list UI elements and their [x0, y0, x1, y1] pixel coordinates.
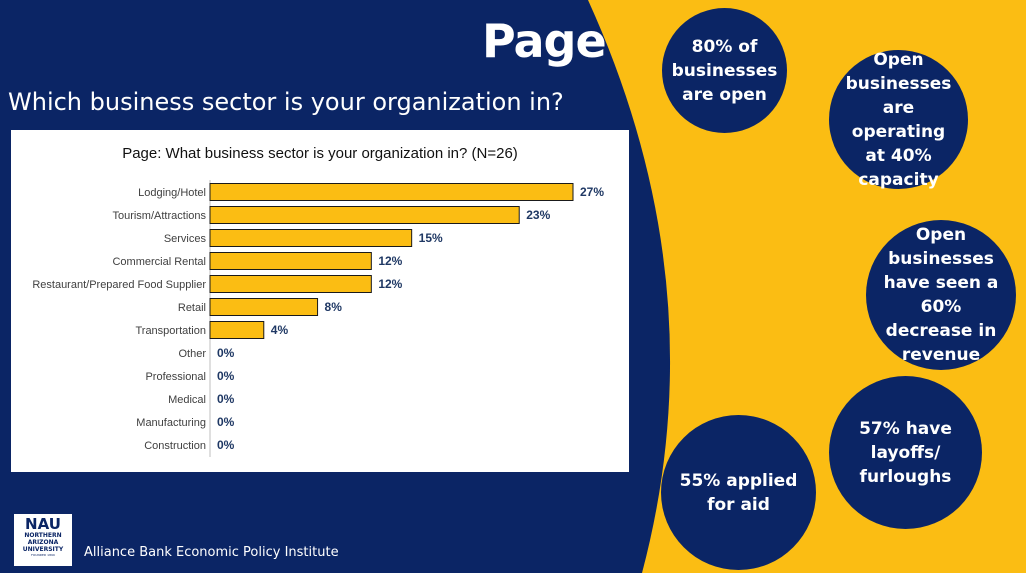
stat-circle-open: 80% of businesses are open	[662, 8, 787, 133]
data-label: 0%	[217, 415, 235, 429]
logo-line: NORTHERN	[24, 532, 62, 539]
category-label: Commercial Rental	[112, 256, 206, 268]
data-label: 0%	[217, 392, 235, 406]
stat-circle-capacity: Open businesses are operating at 40% cap…	[829, 49, 968, 190]
category-label: Lodging/Hotel	[138, 187, 206, 199]
category-label: Tourism/Attractions	[112, 210, 206, 222]
logo-line: UNIVERSITY	[22, 546, 64, 553]
category-label: Services	[164, 233, 207, 245]
data-label: 23%	[526, 208, 550, 222]
logo-line: FOUNDED 1899	[31, 553, 55, 557]
data-label: 0%	[217, 369, 235, 383]
bar	[209, 298, 319, 316]
category-label: Construction	[144, 440, 206, 452]
data-label: 12%	[378, 277, 402, 291]
data-label: 27%	[580, 185, 604, 199]
data-label: 12%	[378, 254, 402, 268]
stat-circle-layoffs: 57% have layoffs/ furloughs	[829, 376, 982, 529]
stat-text: 80% of businesses are open	[671, 36, 778, 105]
category-label: Other	[178, 348, 206, 360]
data-label: 8%	[325, 300, 343, 314]
question-heading: Which business sector is your organizati…	[8, 88, 564, 116]
category-label: Restaurant/Prepared Food Supplier	[32, 279, 206, 291]
category-label: Retail	[178, 302, 206, 314]
stat-text: Open businesses have seen a 60% decrease…	[883, 225, 999, 365]
category-label: Medical	[168, 394, 206, 406]
bar	[209, 275, 372, 293]
stat-circle-revenue: Open businesses have seen a 60% decrease…	[866, 220, 1016, 370]
nau-logo: NAU NORTHERN ARIZONA UNIVERSITY FOUNDED …	[14, 514, 72, 566]
page-title: Page	[482, 14, 607, 68]
data-label: 15%	[419, 231, 443, 245]
bar-chart: Lodging/Hotel 27% Tourism/Attractions 23% Se…	[32, 180, 604, 457]
stat-circle-aid: 55% applied for aid	[661, 415, 816, 570]
bar	[209, 206, 520, 224]
data-label: 0%	[217, 346, 235, 360]
logo-wordmark: NAU	[25, 515, 61, 533]
stat-text: 57% have layoffs/ furloughs	[859, 418, 952, 487]
bar	[209, 252, 372, 270]
logo-line: ARIZONA	[27, 539, 59, 546]
chart-panel: Page: What business sector is your organ…	[11, 130, 629, 472]
category-label: Transportation	[135, 325, 206, 337]
stat-text: 55% applied for aid	[679, 470, 798, 515]
stat-text: Open businesses are operating at 40% cap…	[845, 49, 952, 190]
footer-institute: Alliance Bank Economic Policy Institute	[84, 545, 339, 560]
data-label: 0%	[217, 438, 235, 452]
category-label: Manufacturing	[136, 417, 206, 429]
bar	[209, 321, 265, 339]
data-label: 4%	[271, 323, 289, 337]
chart-title: Page: What business sector is your organ…	[122, 145, 518, 162]
bar	[209, 229, 413, 247]
bar	[209, 183, 574, 201]
category-label: Professional	[145, 371, 206, 383]
